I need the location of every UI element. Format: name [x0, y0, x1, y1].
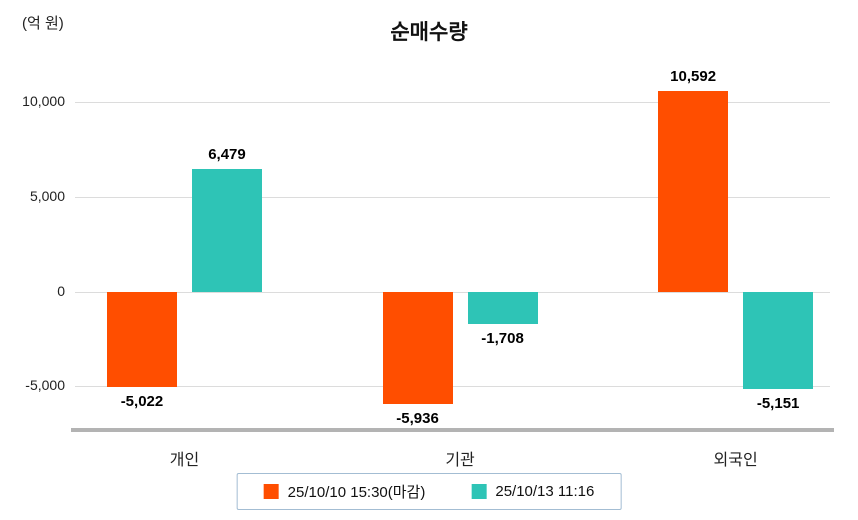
y-tick-label: -5,000 [25, 377, 65, 394]
series-2-swatch-icon [471, 484, 487, 499]
series-1-swatch-icon [263, 484, 279, 499]
legend-item-series-2[interactable]: 25/10/13 11:16 [471, 483, 594, 500]
gridline [75, 102, 830, 104]
y-axis-unit-label: (억 원) [22, 15, 64, 32]
value-label: 10,592 [670, 68, 717, 85]
legend-label-series-2: 25/10/13 11:16 [495, 483, 595, 500]
value-label: -5,936 [396, 410, 439, 428]
legend-label-series-1: 25/10/10 15:30(마감) [287, 484, 426, 501]
bar-series-2-기관 [467, 291, 538, 325]
bar-series-1-기관 [382, 291, 453, 405]
value-label: -5,151 [756, 395, 800, 413]
x-category-label: 개인 [169, 452, 200, 469]
y-tick-label: 5,000 [29, 187, 65, 204]
bar-series-2-개인 [191, 168, 262, 292]
y-tick-label: 10,000 [22, 93, 65, 110]
legend: 25/10/10 15:30(마감) 25/10/13 11:16 [236, 473, 622, 510]
bar-series-2-외국인 [743, 291, 814, 390]
gridline [75, 196, 830, 198]
value-label: 6,479 [208, 145, 246, 163]
value-label: -1,708 [481, 330, 524, 348]
legend-item-series-1[interactable]: 25/10/10 15:30(마감) [263, 481, 426, 502]
x-axis-line [71, 428, 834, 432]
value-label: -5,022 [120, 392, 164, 410]
bar-series-1-외국인 [658, 90, 729, 292]
x-category-label: 외국인 [713, 452, 758, 469]
x-category-label: 기관 [445, 452, 475, 469]
y-tick-label: 0 [57, 282, 65, 299]
chart-title: 순매수량 [390, 21, 468, 44]
bar-series-1-개인 [106, 291, 177, 387]
plot-area: 10,000 5,000 0 -5,000 -5,022 6,479 개인 -5,936 -1,… [22, 68, 834, 469]
